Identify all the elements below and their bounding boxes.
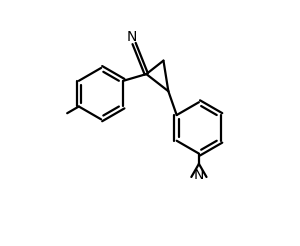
Text: N: N [194, 168, 204, 182]
Text: N: N [127, 30, 137, 44]
